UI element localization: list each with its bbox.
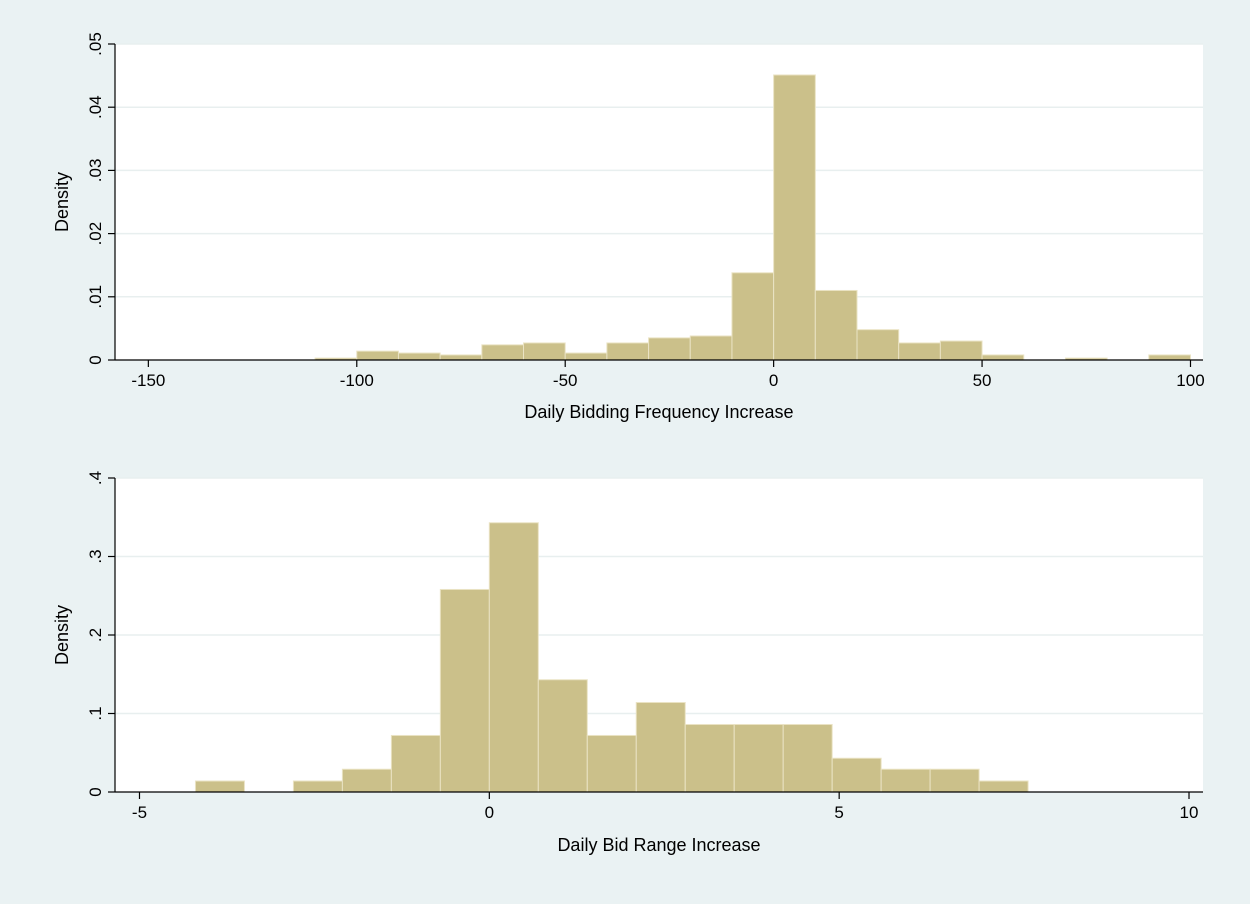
histogram-bar [733,723,784,793]
y-tick-label: .05 [86,32,105,56]
gridlines [115,43,1203,298]
tick-labels: -150 -100 -50 0 50 100 0 .01 .02 .03 .04 .05 [86,32,1205,390]
histogram-bar [939,340,983,361]
histogram-panel-frequency: -150 -100 -50 0 50 100 0 .01 .02 .03 .04 .05 Daily … [52,32,1205,422]
x-axis-title: Daily Bid Range Increase [557,835,760,855]
histogram-bar [814,289,858,361]
histogram-bar [292,780,343,793]
y-axis-title: Density [52,605,72,665]
histogram-bar [439,354,483,361]
histogram-bar [929,768,980,793]
histogram-bar [831,757,882,793]
histogram-bar [898,342,941,361]
histogram-bar [341,768,392,793]
histogram-bar [880,768,931,793]
histogram-bar [523,342,566,361]
x-tick-label: -150 [131,371,165,390]
x-tick-label: -5 [132,803,147,822]
y-tick-label: .02 [86,222,105,246]
y-tick-label: .2 [86,628,105,642]
histogram-bar [978,780,1029,793]
histogram-bar [981,354,1025,361]
bars [314,74,1191,361]
x-tick-label: 100 [1176,371,1204,390]
histogram-bar [356,350,399,361]
x-tick-label: 0 [769,371,778,390]
histogram-bar [488,522,539,793]
histogram-bar [731,272,775,361]
y-tick-label: 0 [86,355,105,364]
tick-labels: -5 0 5 10 0 .1 .2 .3 .4 [86,471,1198,822]
y-tick-label: .4 [86,471,105,485]
x-tick-label: 0 [485,803,494,822]
histogram-bar [481,344,525,361]
histogram-bar [782,723,833,793]
histogram-bar [564,352,608,361]
axes [108,43,1203,367]
histogram-bar [537,679,588,793]
histogram-bar [648,337,691,361]
y-tick-label: .04 [86,95,105,119]
bars [194,522,1029,793]
x-tick-label: -50 [553,371,578,390]
y-tick-label: 0 [86,787,105,796]
x-tick-label: 5 [834,803,843,822]
histogram-bar [390,734,441,793]
axes [108,477,1203,799]
histogram-bar [606,342,650,361]
histogram-bar [689,335,733,361]
histogram-bar [635,702,686,793]
histogram-panel-range: -5 0 5 10 0 .1 .2 .3 .4 Daily Bid Range Increase… [52,471,1203,855]
histogram-bar [856,329,900,361]
histogram-bar [684,723,735,793]
plot-area [115,44,1203,360]
x-tick-label: -100 [340,371,374,390]
histogram-bar [194,780,245,793]
y-tick-label: .01 [86,285,105,309]
y-tick-label: .03 [86,159,105,183]
y-axis-title: Density [52,172,72,232]
histogram-bar [773,74,816,361]
histogram-bar [439,588,490,793]
histogram-bar [397,352,441,361]
y-tick-label: .3 [86,549,105,563]
histogram-bar [586,734,637,793]
x-axis-title: Daily Bidding Frequency Increase [524,402,793,422]
y-tick-label: .1 [86,706,105,720]
histogram-bar [1148,354,1191,361]
x-tick-label: 10 [1180,803,1199,822]
x-tick-label: 50 [973,371,992,390]
